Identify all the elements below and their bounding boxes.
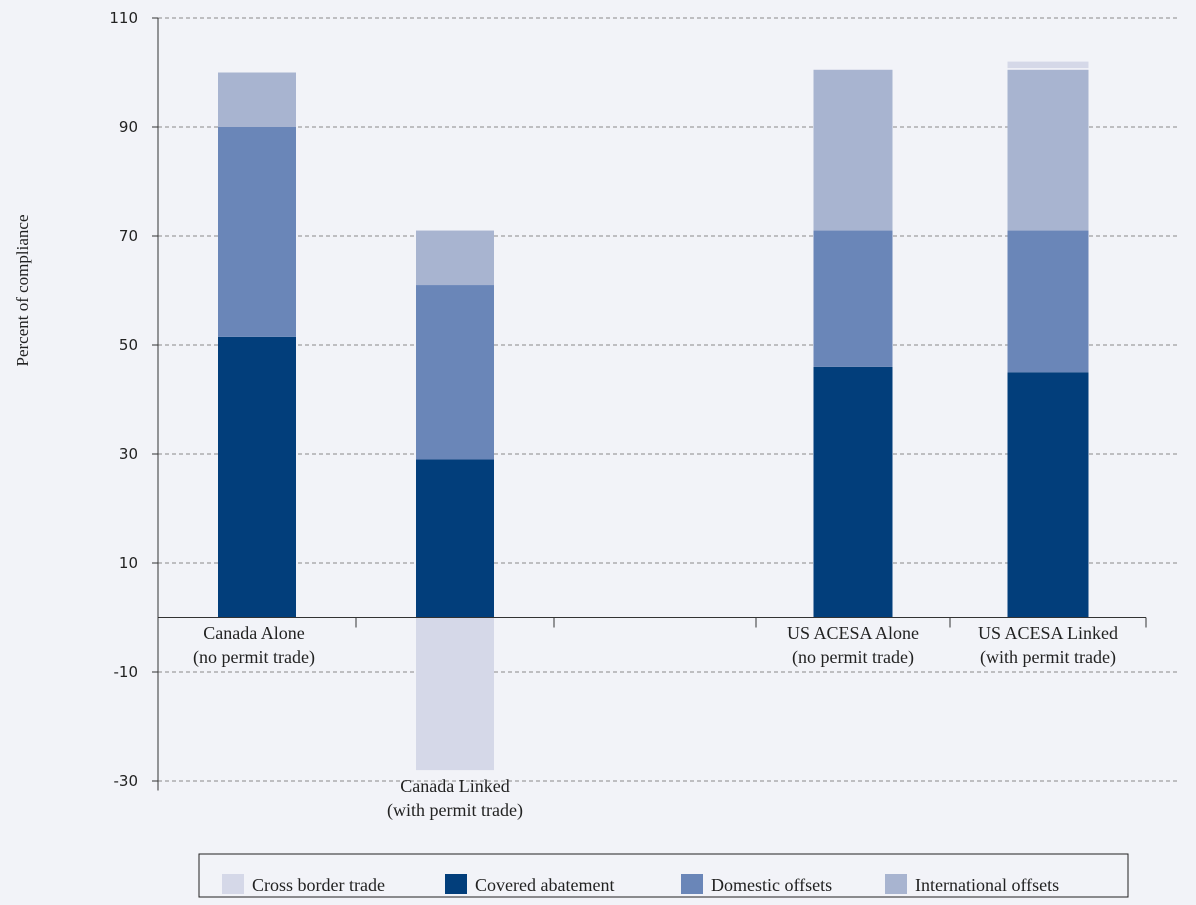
x-category-label: (with permit trade) [980,647,1116,668]
y-axis-title: Percent of compliance [13,215,32,367]
bars [218,61,1089,771]
y-tick-label: 90 [119,118,138,136]
labels: 110 90 70 50 30 10 -10 -30 Percent of compliance… [13,9,1118,821]
bar-cross-border-trade [416,617,494,771]
legend: Cross border trade Covered abatement Domes… [198,853,1129,898]
bar-domestic-offsets [813,230,893,367]
legend-box [198,853,1129,898]
axes [152,17,1147,791]
bar-covered-abatement [1007,372,1089,618]
bar-domestic-offsets [218,127,296,337]
bar-international-offsets [1007,69,1089,231]
y-tick-label: 50 [119,336,138,354]
y-tick-label: 70 [119,227,138,245]
x-category-label: (with permit trade) [387,800,523,821]
bar-covered-abatement [416,459,494,618]
legend-label: Domestic offsets [711,875,832,895]
bar-covered-abatement [218,336,296,618]
y-tick-label: 110 [109,9,138,27]
y-tick-label: 30 [119,445,138,463]
legend-swatch [681,874,703,894]
x-category-label: (no permit trade) [792,647,914,668]
legend-swatch [445,874,467,894]
legend-swatch [222,874,244,894]
x-category-label: US ACESA Alone [787,623,919,643]
x-category-label: (no permit trade) [193,647,315,668]
bar-domestic-offsets [1007,230,1089,373]
x-category-label: Canada Linked [400,776,509,796]
x-category-label: Canada Alone [203,623,304,643]
bar-international-offsets [813,69,893,231]
legend-swatch [885,874,907,894]
y-tick-label: -10 [114,663,139,681]
bar-domestic-offsets [416,285,494,460]
y-tick-label: 10 [119,554,138,572]
bar-covered-abatement [813,366,893,618]
bar-international-offsets [416,230,494,286]
y-tick-label: -30 [114,772,139,790]
legend-label: Cross border trade [252,875,385,895]
legend-label: Covered abatement [475,875,614,895]
bar-cross-border-trade [1007,61,1089,69]
x-category-label: US ACESA Linked [978,623,1118,643]
legend-label: International offsets [915,875,1059,895]
bar-international-offsets [218,72,296,127]
